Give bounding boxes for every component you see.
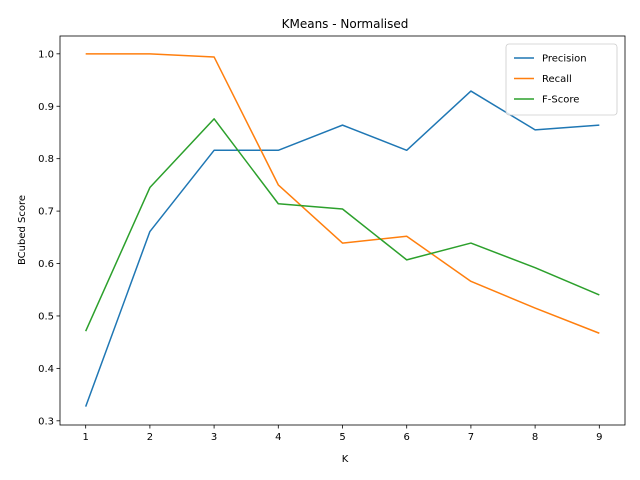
y-tick-label: 1.0 <box>38 49 54 60</box>
x-tick-label: 3 <box>211 432 217 443</box>
series-layer <box>84 53 600 407</box>
y-tick-label: 0.8 <box>38 154 54 165</box>
x-tick-label: 7 <box>468 432 474 443</box>
legend-box <box>505 43 618 116</box>
chart-title: KMeans - Normalised <box>282 17 409 31</box>
x-tick-label: 8 <box>532 432 538 443</box>
x-tick-label: 9 <box>596 432 602 443</box>
x-axis-ticks: 1 2 3 4 5 6 7 8 9 <box>82 425 603 443</box>
legend: Precision Recall F-Score <box>505 43 618 116</box>
x-tick-label: 6 <box>404 432 410 443</box>
y-axis-label: BCubed Score <box>17 195 28 265</box>
x-tick-label: 1 <box>82 432 88 443</box>
y-tick-label: 0.5 <box>38 311 54 322</box>
x-tick-label: 2 <box>147 432 153 443</box>
y-tick-label: 0.7 <box>38 207 54 218</box>
y-tick-label: 0.9 <box>38 102 54 113</box>
series-line-precision <box>84 90 600 407</box>
y-tick-label: 0.6 <box>38 259 54 270</box>
series-line-f-score <box>84 118 600 332</box>
x-tick-label: 5 <box>339 432 345 443</box>
y-axis-ticks: 0.3 0.4 0.5 0.6 0.7 0.8 0.9 1.0 <box>38 49 60 427</box>
y-tick-label: 0.4 <box>38 364 54 375</box>
series-line-recall <box>85 53 600 334</box>
legend-label-recall: Recall <box>542 74 572 85</box>
plot-frame <box>59 35 626 426</box>
legend-label-f-score: F-Score <box>542 95 579 106</box>
x-axis-label: K <box>342 454 349 465</box>
legend-label-precision: Precision <box>542 54 587 65</box>
x-tick-label: 4 <box>275 432 281 443</box>
y-tick-label: 0.3 <box>38 416 54 427</box>
